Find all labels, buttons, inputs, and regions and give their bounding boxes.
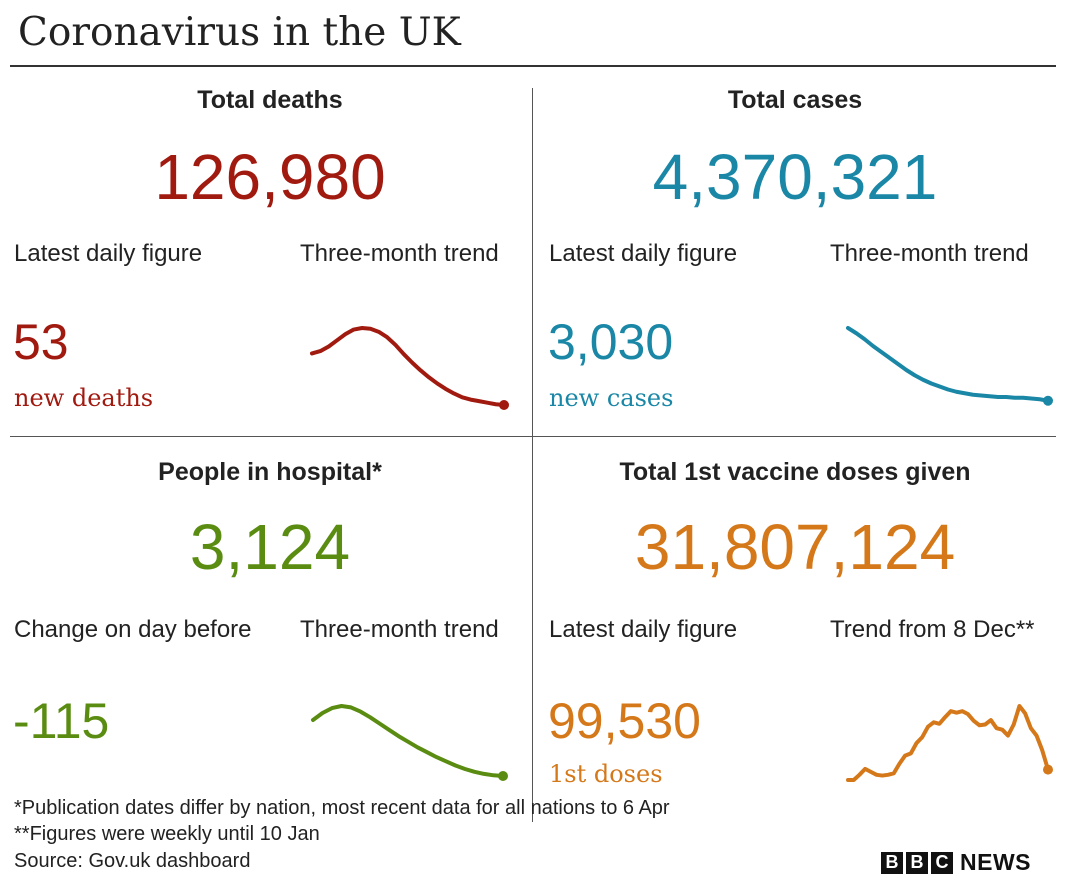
logo-letter: C — [931, 851, 953, 874]
logo-letter: B — [881, 851, 903, 874]
daily-value: 53 — [13, 314, 69, 370]
horizontal-divider — [10, 436, 1056, 437]
title-rule — [10, 65, 1056, 67]
right-label: Trend from 8 Dec** — [830, 616, 1035, 643]
panel-heading: Total deaths — [197, 86, 343, 114]
latest-point — [1043, 764, 1053, 775]
footnote: **Figures were weekly until 10 Jan — [14, 823, 320, 845]
left-label: Latest daily figure — [549, 240, 738, 267]
trend-line — [846, 326, 1050, 403]
panel-heading: Total cases — [727, 86, 863, 114]
sparkline-hospital — [311, 704, 508, 781]
daily-value: 3,030 — [548, 314, 674, 370]
panel-heading: People in hospital* — [158, 458, 382, 486]
sparkline-vaccine — [846, 704, 1053, 782]
sparkline-deaths — [310, 326, 509, 410]
daily-value-sub: 1st doses — [549, 760, 663, 788]
logo-letter: B — [906, 851, 928, 874]
latest-point — [1043, 395, 1053, 406]
daily-value: -115 — [13, 693, 110, 749]
daily-value-sub: new cases — [549, 384, 674, 412]
right-label: Three-month trend — [300, 616, 499, 643]
left-label: Latest daily figure — [549, 616, 738, 643]
panel-total: 3,124 — [189, 511, 351, 583]
panel-total: 4,370,321 — [652, 141, 938, 213]
footnote: *Publication dates differ by nation, mos… — [14, 797, 670, 819]
vertical-divider — [532, 88, 533, 822]
daily-value-sub: new deaths — [14, 384, 154, 412]
panel-heading: Total 1st vaccine doses given — [619, 458, 971, 486]
left-label: Latest daily figure — [14, 240, 203, 267]
right-label: Three-month trend — [300, 240, 499, 267]
panel-total: 126,980 — [154, 141, 386, 213]
page-title: Coronavirus in the UK — [18, 10, 461, 55]
left-label: Change on day before — [14, 616, 252, 643]
sparkline-cases — [846, 326, 1053, 406]
daily-value: 99,530 — [548, 693, 701, 749]
bbc-news-logo: B B C NEWS — [881, 849, 1031, 876]
latest-point — [498, 771, 508, 781]
trend-line — [310, 326, 506, 407]
source-note: Source: Gov.uk dashboard — [14, 850, 251, 872]
right-label: Three-month trend — [830, 240, 1029, 267]
logo-word: NEWS — [960, 849, 1031, 875]
trend-line — [846, 704, 1050, 782]
latest-point — [499, 400, 509, 410]
trend-line — [311, 704, 505, 778]
panel-total: 31,807,124 — [634, 511, 956, 583]
